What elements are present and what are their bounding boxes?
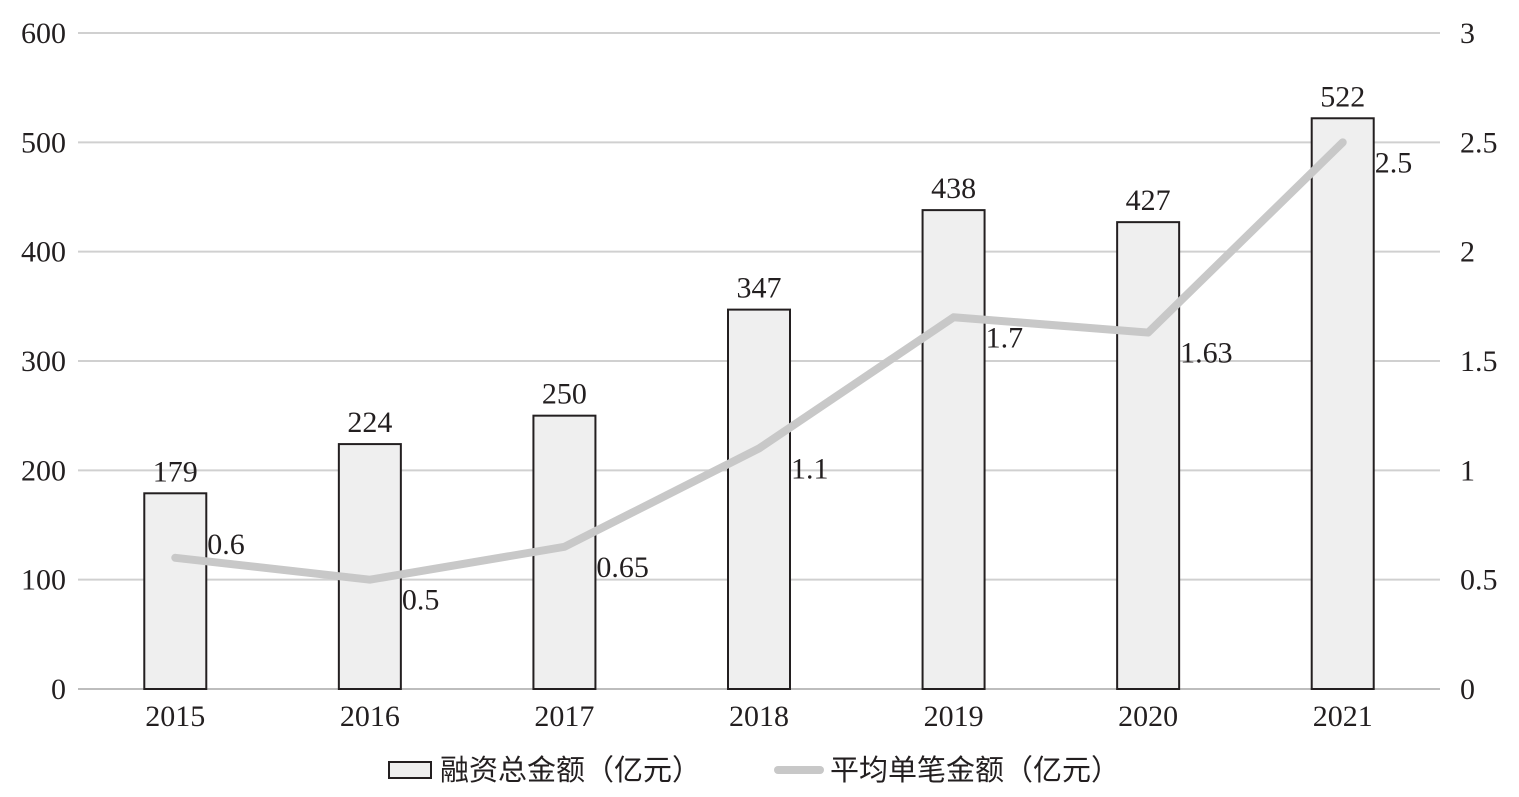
line-value-label: 0.65: [596, 551, 649, 584]
legend-bar-label: 融资总金额（亿元）: [440, 753, 701, 787]
right-tick-label: 0.5: [1460, 564, 1498, 597]
line-value-label: 1.63: [1180, 337, 1233, 370]
bar: [337, 443, 402, 690]
line-value-label: 1.1: [791, 452, 829, 485]
left-tick-label: 0: [51, 673, 66, 706]
line-value-label: 0.6: [207, 528, 245, 561]
right-tick-label: 3: [1460, 17, 1475, 50]
bar-series: [143, 117, 1375, 690]
bar-value-label: 438: [931, 172, 976, 205]
left-tick-label: 500: [21, 126, 66, 159]
legend-line-label: 平均单笔金额（亿元）: [830, 753, 1120, 787]
x-axis-ticks: 2015 2016 2017 2018 2019 2020 2021: [145, 700, 1372, 733]
right-tick-label: 1.5: [1460, 345, 1498, 378]
bar: [727, 308, 791, 690]
left-tick-label: 400: [21, 236, 66, 269]
x-tick-label: 2021: [1313, 700, 1373, 733]
bar-value-label: 250: [542, 378, 587, 411]
x-tick-label: 2018: [729, 700, 789, 733]
right-tick-label: 0: [1460, 673, 1475, 706]
bar-data-labels: 179 224 250 347 438 427 522: [153, 80, 1365, 488]
bar: [1310, 117, 1375, 690]
line-value-label: 2.5: [1375, 146, 1413, 179]
line-data-labels: 0.6 0.5 0.65 1.1 1.7 1.63 2.5: [207, 146, 1412, 616]
right-tick-label: 2.5: [1460, 126, 1498, 159]
left-tick-label: 200: [21, 454, 66, 487]
right-tick-label: 1: [1460, 454, 1475, 487]
line-series: [171, 138, 1347, 584]
bar-value-label: 224: [347, 406, 392, 439]
x-tick-label: 2015: [145, 700, 205, 733]
bar-value-label: 522: [1320, 80, 1365, 113]
x-tick-label: 2020: [1118, 700, 1178, 733]
bar-value-label: 179: [153, 455, 198, 488]
bar-value-label: 347: [737, 272, 782, 305]
x-tick-label: 2016: [340, 700, 400, 733]
left-tick-label: 300: [21, 345, 66, 378]
left-tick-label: 600: [21, 17, 66, 50]
right-axis-ticks: 0 0.5 1 1.5 2 2.5 3: [1460, 17, 1498, 706]
x-tick-label: 2019: [924, 700, 984, 733]
bar: [921, 209, 986, 690]
bar: [1116, 221, 1181, 690]
right-tick-label: 2: [1460, 236, 1475, 269]
line-value-label: 0.5: [402, 584, 440, 617]
left-tick-label: 100: [21, 564, 66, 597]
line-value-label: 1.7: [986, 321, 1024, 354]
legend: 融资总金额（亿元） 平均单笔金额（亿元）: [388, 753, 1120, 787]
left-axis-ticks: 0 100 200 300 400 500 600: [21, 17, 66, 706]
legend-bar-swatch: [388, 761, 432, 779]
bar-value-label: 427: [1126, 184, 1171, 217]
x-tick-label: 2017: [534, 700, 594, 733]
bar: [143, 492, 208, 690]
